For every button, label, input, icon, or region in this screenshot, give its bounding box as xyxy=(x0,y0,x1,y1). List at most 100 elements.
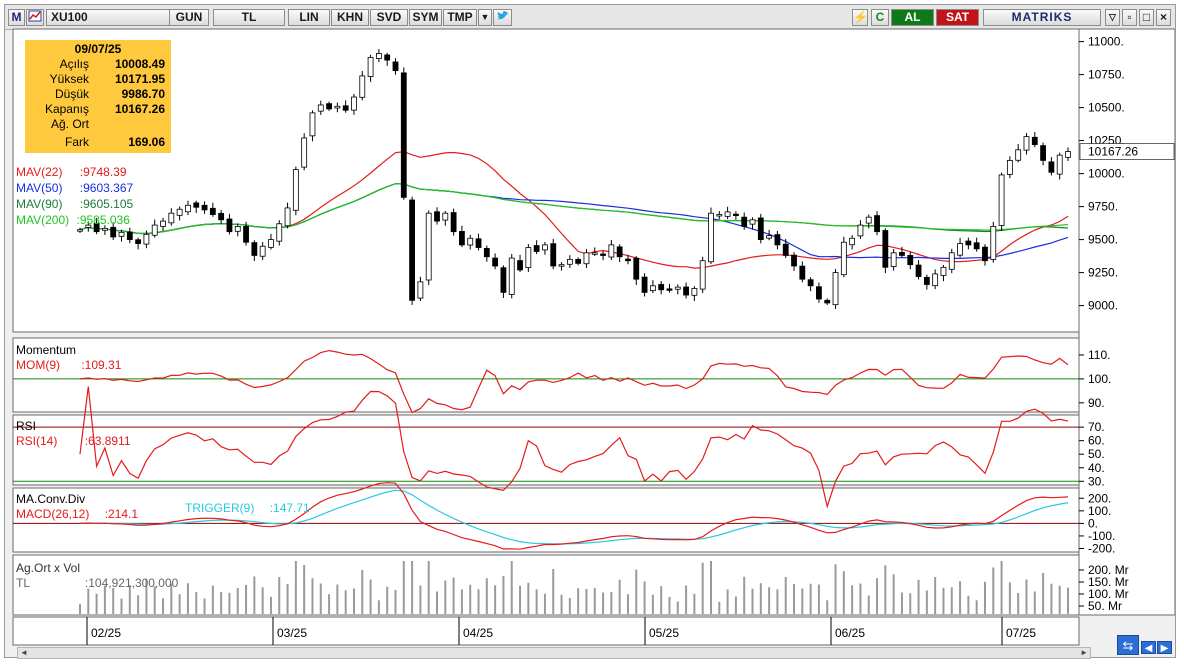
candle-up xyxy=(442,212,449,221)
date-tick-label: 03/25 xyxy=(277,626,307,640)
menu-m-icon[interactable]: M xyxy=(8,9,25,26)
date-tick-label: 07/25 xyxy=(1006,626,1036,640)
candle-down xyxy=(600,253,606,256)
candle-down xyxy=(475,238,482,248)
currency-button[interactable]: TL xyxy=(213,9,285,26)
lightning-icon[interactable]: ⚡ xyxy=(852,9,868,26)
horizontal-scrollbar[interactable]: ◄ ► xyxy=(17,647,1091,659)
nav-right-icon[interactable]: ▶ xyxy=(1157,641,1172,654)
volume-tick-label: 50. Mr xyxy=(1088,599,1122,613)
chart-logo-icon xyxy=(28,10,42,22)
candle-up xyxy=(118,231,125,237)
candle-up xyxy=(234,225,241,232)
candle-down xyxy=(550,243,557,267)
candle-up xyxy=(359,75,366,98)
candle-down xyxy=(899,252,905,256)
sync-icon[interactable]: ⇆ xyxy=(1117,635,1139,655)
twitter-icon[interactable] xyxy=(493,9,512,26)
candle-up xyxy=(525,247,532,268)
candle-up xyxy=(724,211,731,217)
refresh-icon[interactable]: C xyxy=(871,9,889,26)
macd-title: MA.Conv.Div xyxy=(16,492,86,506)
candle-up xyxy=(1065,151,1071,158)
candle-up xyxy=(334,105,341,109)
candle-up xyxy=(957,243,963,256)
linear-button[interactable]: LIN xyxy=(288,9,330,26)
scroll-left-icon[interactable]: ◄ xyxy=(20,648,28,657)
candle-up xyxy=(467,237,474,246)
legend-volume[interactable]: TL :104,921,300,000 xyxy=(16,576,179,590)
legend-mav200[interactable]: MAV(200) :9585.036 xyxy=(16,213,130,227)
volume-tick-label: 150. Mr xyxy=(1088,575,1129,589)
price-tick-label: 10500. xyxy=(1088,101,1125,115)
macd-tick-label: 200. xyxy=(1088,491,1111,505)
candle-down xyxy=(533,245,540,252)
candle-up xyxy=(168,212,175,224)
candle-down xyxy=(1031,136,1038,145)
candle-down xyxy=(799,265,806,280)
candle-up xyxy=(301,137,308,168)
candle-up xyxy=(940,266,947,276)
scroll-right-icon[interactable]: ► xyxy=(1080,648,1088,657)
period-button[interactable]: GUN xyxy=(169,9,209,26)
legend-rsi[interactable]: RSI(14) :63.8911 xyxy=(16,434,131,448)
candle-up xyxy=(160,220,166,227)
rsi-tick-label: 60. xyxy=(1088,434,1105,448)
sym-button[interactable]: SYM xyxy=(409,9,442,26)
candle-down xyxy=(492,257,499,267)
candle-down xyxy=(193,202,200,208)
info-row-low: Düşük 9986.70 xyxy=(54,87,165,101)
candle-down xyxy=(807,279,814,287)
candle-up xyxy=(85,224,92,228)
collapse-icon[interactable]: ▽ xyxy=(1105,9,1120,26)
candle-up xyxy=(309,112,316,137)
legend-trigger[interactable]: TRIGGER(9) :147.71 xyxy=(185,501,310,515)
price-tick-label: 10000. xyxy=(1088,167,1125,181)
minimize-icon[interactable]: ▫ xyxy=(1122,9,1137,26)
legend-mav22[interactable]: MAV(22) :9748.39 xyxy=(16,165,127,179)
candle-up xyxy=(708,212,714,263)
candle-up xyxy=(508,257,515,295)
last-price-box xyxy=(1079,143,1175,160)
candle-down xyxy=(782,243,789,256)
legend-mav50[interactable]: MAV(50) :9603.367 xyxy=(16,181,134,195)
buy-button[interactable]: AL xyxy=(891,9,934,26)
momentum-tick-label: 90. xyxy=(1088,396,1105,410)
momentum-line xyxy=(79,349,1069,414)
candle-down xyxy=(616,246,623,258)
price-tick-label: 9750. xyxy=(1088,200,1118,214)
sell-button[interactable]: SAT xyxy=(936,9,979,26)
candle-up xyxy=(840,241,847,276)
candle-up xyxy=(425,212,432,281)
candle-down xyxy=(226,218,233,233)
tmp-button[interactable]: TMP xyxy=(443,9,477,26)
candle-down xyxy=(874,215,880,233)
candle-down xyxy=(633,257,640,280)
candle-down xyxy=(135,239,142,244)
rsi-tick-label: 30. xyxy=(1088,474,1105,488)
rsi-tick-label: 40. xyxy=(1088,461,1105,475)
maximize-icon[interactable]: □ xyxy=(1139,9,1154,26)
candle-up xyxy=(832,272,839,306)
dropdown-icon[interactable]: ▼ xyxy=(478,9,492,26)
close-icon[interactable]: × xyxy=(1156,9,1171,26)
symbol-field[interactable]: XU100 xyxy=(46,9,171,26)
macd-line xyxy=(79,482,1069,550)
date-tick-label: 04/25 xyxy=(463,626,493,640)
candle-down xyxy=(459,231,465,246)
logo-icon[interactable] xyxy=(26,9,44,26)
candle-up xyxy=(566,258,573,265)
candle-up xyxy=(1015,149,1022,161)
candle-down xyxy=(774,234,781,246)
khn-button[interactable]: KHN xyxy=(331,9,369,26)
candle-up xyxy=(716,214,723,217)
svd-button[interactable]: SVD xyxy=(370,9,408,26)
candle-down xyxy=(965,240,972,246)
legend-mav90[interactable]: MAV(90) :9605.105 xyxy=(16,197,134,211)
legend-macd[interactable]: MACD(26,12) :214.1 xyxy=(16,507,139,521)
legend-mom[interactable]: MOM(9) :109.31 xyxy=(16,358,122,372)
info-row-diff: Fark 169.06 xyxy=(65,135,165,149)
candle-down xyxy=(757,217,764,240)
candle-down xyxy=(915,264,922,277)
nav-left-icon[interactable]: ◀ xyxy=(1141,641,1156,654)
